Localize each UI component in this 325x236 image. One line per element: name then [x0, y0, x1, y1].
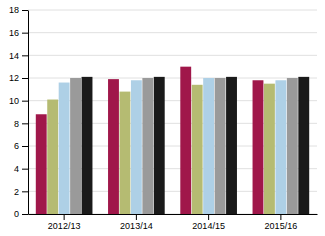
tick: 2 — [14, 187, 28, 197]
tick-label: 18 — [9, 5, 19, 15]
tick-label: 14 — [9, 51, 19, 61]
tick-mark — [22, 55, 28, 56]
series — [59, 78, 287, 214]
bar — [215, 78, 226, 214]
axis-line — [28, 11, 29, 215]
tick-label: 16 — [9, 28, 19, 38]
tick: 4 — [14, 164, 28, 174]
tick: 10 — [9, 96, 28, 106]
tick-mark — [208, 214, 209, 220]
bar — [287, 78, 298, 214]
tick-label: 2013/14 — [120, 221, 153, 231]
bar — [154, 77, 165, 214]
tick-label: 2012/13 — [48, 221, 81, 231]
tick: 2014/15 — [192, 214, 225, 231]
bar — [36, 114, 47, 214]
tick-label: 6 — [14, 141, 19, 151]
bar — [82, 77, 93, 214]
bar — [192, 85, 203, 214]
chart: 2012/13 2013/14 2014/15 2015/16 0 2 4 6 8 10 12 14 1… — [0, 0, 325, 236]
tick-label: 10 — [9, 96, 19, 106]
bar — [264, 84, 275, 214]
tick-label: 8 — [14, 119, 19, 129]
tick: 6 — [14, 141, 28, 151]
series — [82, 77, 310, 214]
bar — [108, 79, 119, 214]
grid-line — [28, 55, 317, 56]
tick: 14 — [9, 51, 28, 61]
tick-label: 4 — [14, 164, 19, 174]
bar — [226, 77, 237, 214]
series — [70, 78, 298, 214]
bars — [36, 67, 309, 214]
bar — [119, 92, 130, 214]
tick-mark — [22, 101, 28, 102]
x-axis: 2012/13 2013/14 2014/15 2015/16 — [29, 214, 318, 231]
bar — [253, 80, 264, 214]
bar — [70, 78, 81, 214]
tick-label: 0 — [14, 209, 19, 219]
tick: 18 — [9, 5, 28, 15]
tick: 16 — [9, 28, 28, 38]
tick-mark — [64, 214, 65, 220]
tick-mark — [280, 214, 281, 220]
tick-label: 12 — [9, 73, 19, 83]
series — [36, 67, 264, 214]
tick-mark — [22, 123, 28, 124]
tick: 2013/14 — [120, 214, 153, 231]
tick-label: 2014/15 — [192, 221, 225, 231]
tick-mark — [22, 146, 28, 147]
tick: 2015/16 — [265, 214, 298, 231]
y-axis: 0 2 4 6 8 10 12 14 16 18 — [9, 5, 29, 219]
bar — [131, 80, 142, 214]
tick: 0 — [14, 209, 28, 219]
tick-mark — [22, 78, 28, 79]
bar — [275, 80, 286, 214]
tick-mark — [136, 214, 137, 220]
tick-mark — [22, 33, 28, 34]
grid-line — [28, 32, 317, 33]
bar — [59, 83, 70, 214]
tick-mark — [22, 10, 28, 11]
bar — [180, 67, 191, 214]
grid-line — [28, 10, 317, 11]
tick-mark — [22, 191, 28, 192]
tick: 2012/13 — [48, 214, 81, 231]
bar — [142, 78, 153, 214]
bar — [47, 100, 58, 214]
tick-mark — [22, 169, 28, 170]
tick-mark — [22, 214, 28, 215]
grid — [28, 10, 317, 214]
tick: 12 — [9, 73, 28, 83]
axis-line — [29, 214, 318, 215]
tick-label: 2015/16 — [265, 221, 298, 231]
bar — [298, 77, 309, 214]
tick-label: 2 — [14, 187, 19, 197]
tick: 8 — [14, 119, 28, 129]
bar — [203, 78, 214, 214]
